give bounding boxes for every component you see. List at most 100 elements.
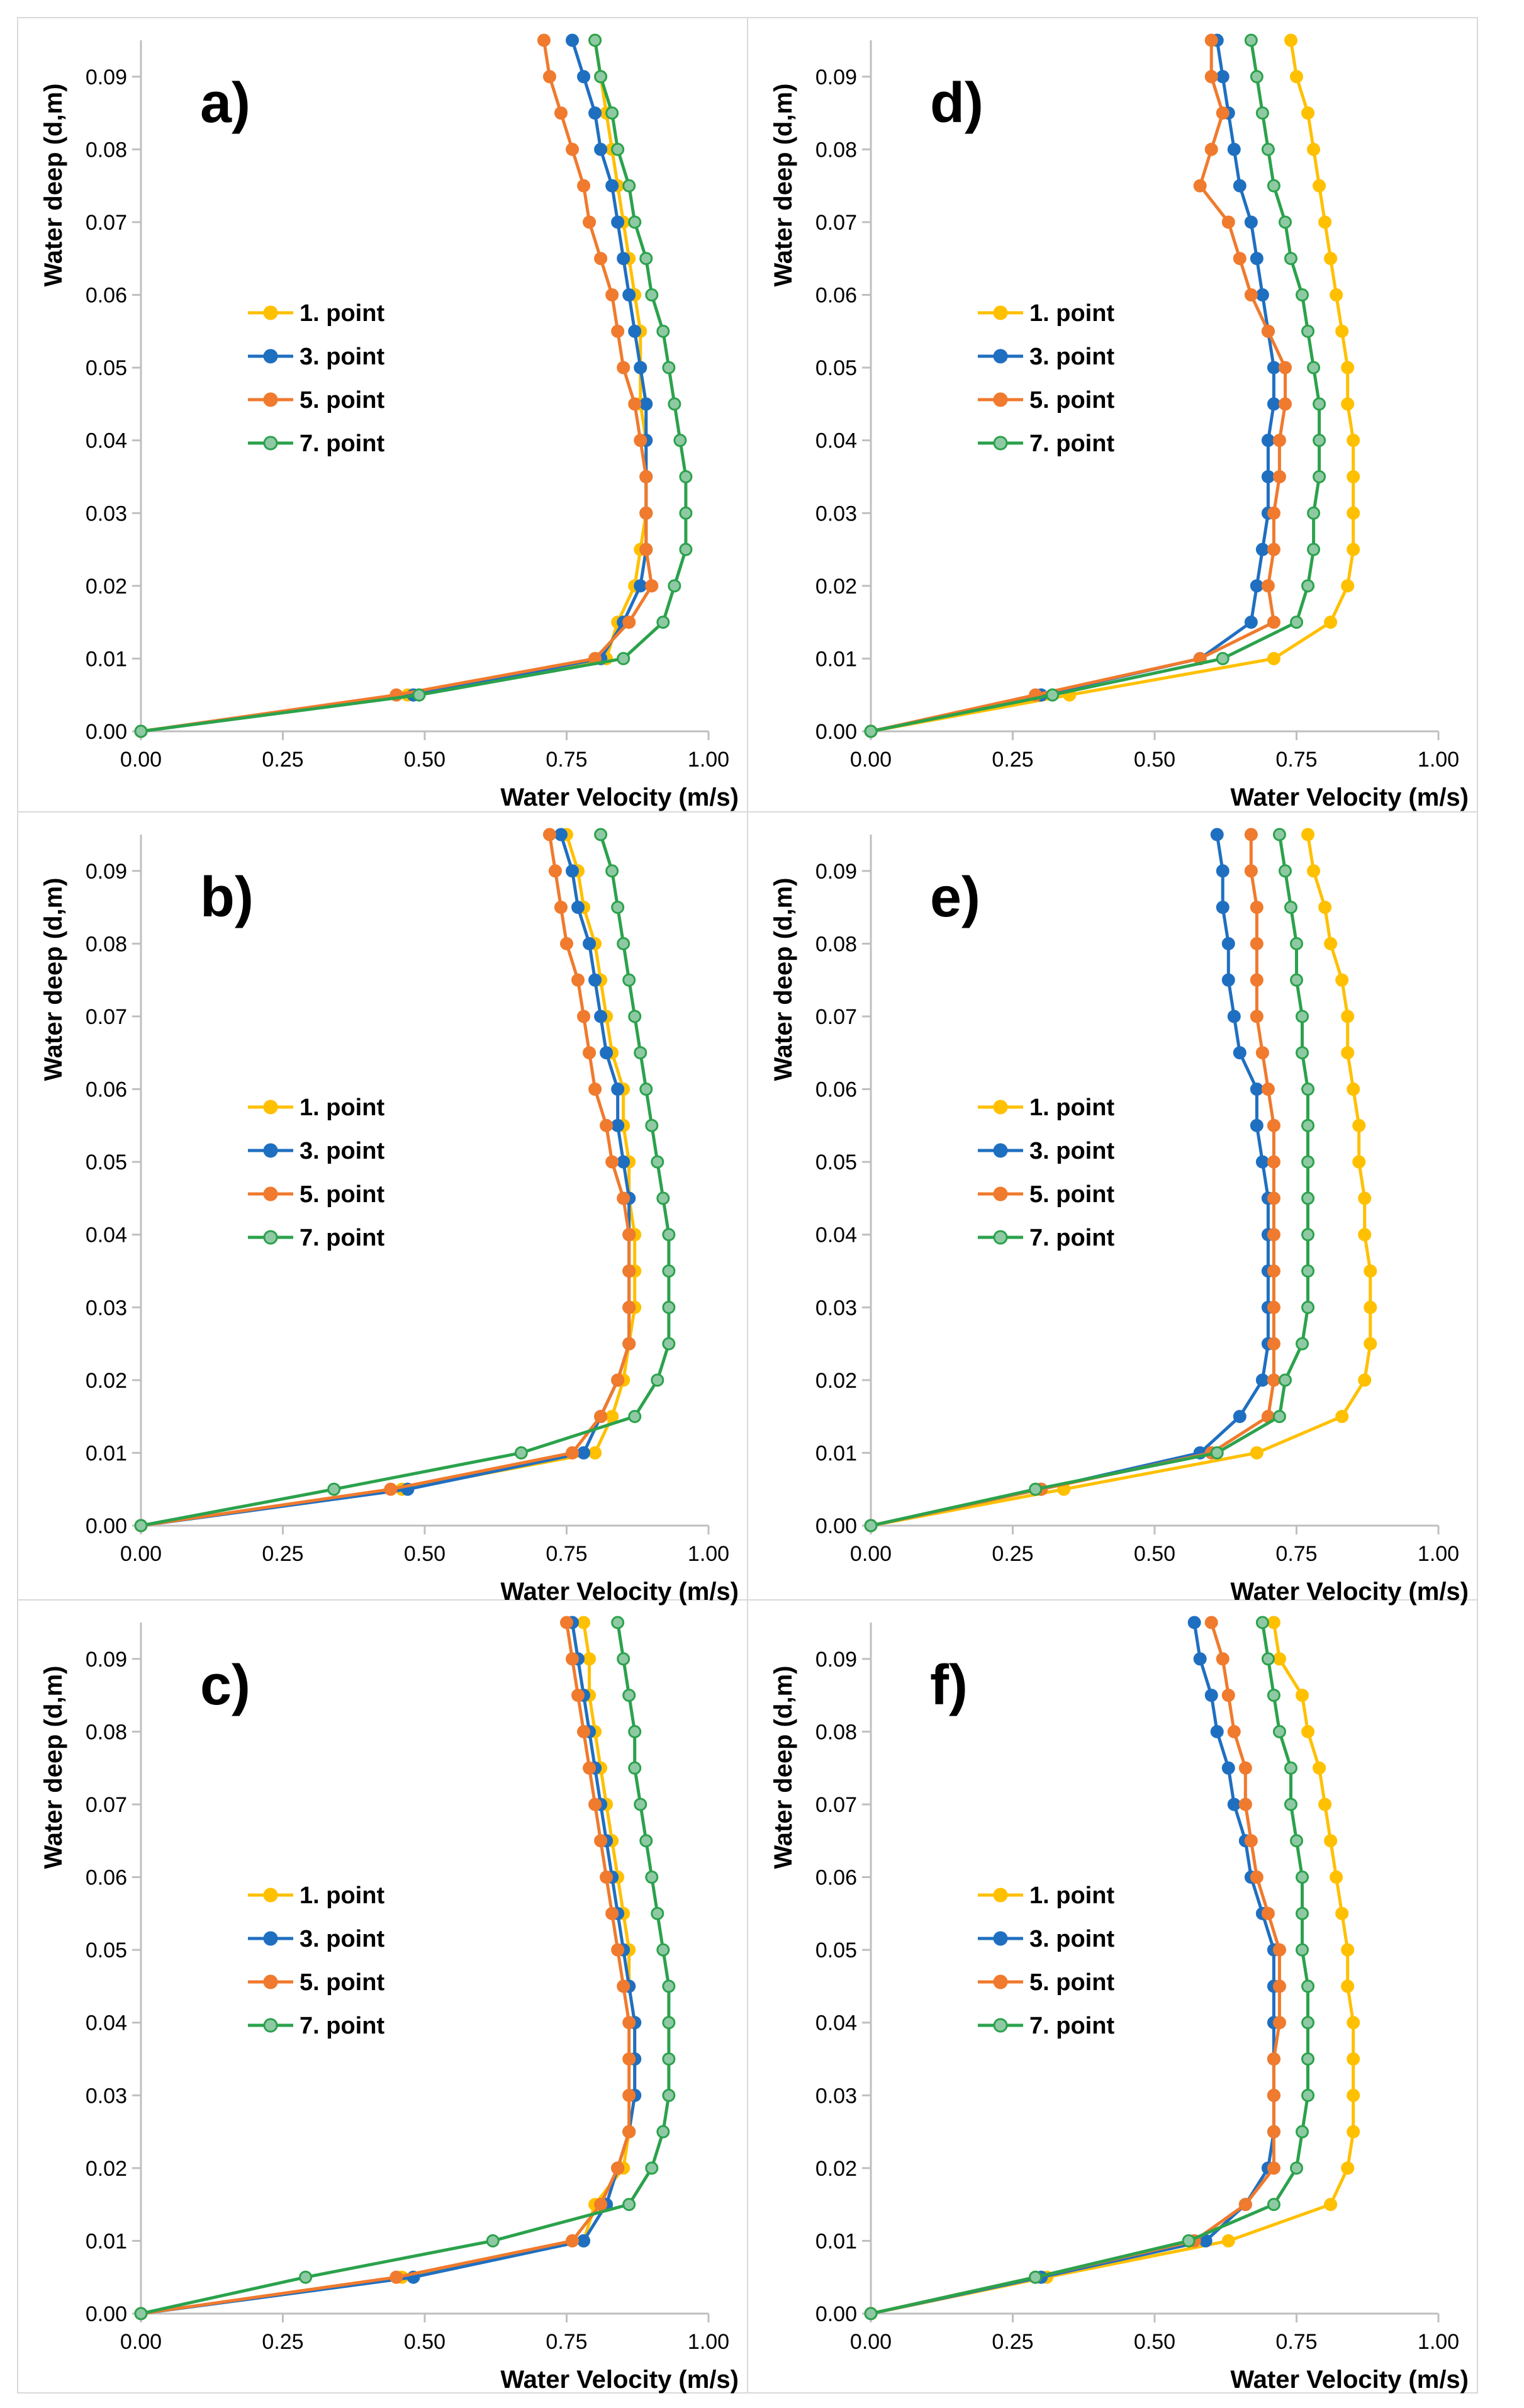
x-tick-label: 0.50 — [1134, 748, 1175, 772]
legend-label: 7. point — [1029, 2013, 1114, 2039]
y-tick-label: 0.00 — [815, 2302, 857, 2326]
x-tick-label: 1.00 — [1418, 1542, 1459, 1566]
legend-label: 5. point — [1029, 1969, 1114, 1996]
legend-label: 7. point — [300, 430, 384, 457]
y-tick-label: 0.04 — [86, 429, 127, 453]
legend-marker — [993, 1888, 1008, 1903]
data-point — [1290, 70, 1303, 84]
data-point — [622, 179, 636, 193]
y-tick-label: 0.09 — [86, 860, 127, 884]
data-point — [1347, 506, 1360, 520]
y-tick-label: 0.08 — [86, 932, 127, 956]
legend-marker — [993, 392, 1008, 407]
data-point — [656, 1943, 670, 1957]
data-point — [566, 1652, 580, 1666]
data-point — [1284, 252, 1297, 266]
data-point — [1313, 470, 1326, 483]
data-point — [1261, 434, 1275, 447]
data-point — [588, 1798, 602, 1811]
legend-label: 5. point — [1029, 1181, 1114, 1208]
data-point — [554, 106, 568, 120]
y-tick-label: 0.08 — [815, 932, 857, 956]
y-axis-title: Water deep (d,m) — [40, 878, 67, 1081]
y-tick-label: 0.07 — [86, 211, 127, 235]
data-point — [134, 2307, 148, 2321]
x-tick-label: 0.25 — [262, 748, 303, 772]
y-tick-label: 0.02 — [815, 1369, 857, 1393]
data-point — [1290, 1834, 1303, 1848]
data-point — [611, 1616, 625, 1629]
y-tick-label: 0.04 — [815, 2011, 857, 2035]
data-point — [1296, 1046, 1309, 1060]
data-point — [1227, 142, 1241, 156]
y-tick-label: 0.00 — [86, 2302, 127, 2326]
data-point — [1238, 1761, 1252, 1775]
data-point — [134, 724, 148, 738]
data-point — [1272, 828, 1286, 841]
data-point — [1335, 324, 1349, 338]
panel-border — [17, 1599, 748, 2394]
data-point — [1250, 252, 1263, 266]
data-point — [1267, 2125, 1280, 2139]
data-point — [1261, 324, 1275, 338]
data-point — [1244, 288, 1258, 302]
data-point — [1278, 1373, 1292, 1387]
data-point — [571, 973, 585, 987]
data-point — [1267, 179, 1280, 193]
y-tick-label: 0.02 — [86, 2157, 127, 2181]
data-point — [1301, 579, 1315, 593]
data-point — [1267, 1689, 1280, 1702]
data-point — [639, 470, 653, 483]
y-tick-label: 0.03 — [815, 502, 857, 526]
data-point — [583, 937, 597, 950]
data-point — [1221, 215, 1235, 229]
data-point — [1261, 579, 1275, 593]
data-point — [1296, 1689, 1309, 1702]
data-point — [662, 1979, 676, 1993]
data-point — [1301, 1155, 1315, 1169]
data-point — [1284, 33, 1297, 47]
data-point — [583, 1761, 597, 1775]
legend-marker — [263, 1931, 278, 1946]
data-point — [1272, 434, 1286, 447]
data-point — [1301, 2052, 1315, 2066]
legend-marker — [993, 1974, 1008, 1989]
legend-marker — [993, 305, 1008, 320]
data-point — [639, 252, 653, 266]
data-point — [542, 828, 556, 841]
data-point — [1352, 1118, 1366, 1132]
y-tick-label: 0.09 — [86, 1648, 127, 1672]
data-point — [412, 688, 426, 702]
data-point — [1250, 1446, 1263, 1460]
y-axis-title: Water deep (d,m) — [770, 84, 797, 287]
series-line — [870, 40, 1355, 733]
data-point — [1267, 1155, 1280, 1169]
data-point — [611, 2161, 625, 2175]
data-point — [389, 2270, 403, 2284]
data-point — [1187, 1616, 1201, 1629]
data-point — [1347, 2125, 1360, 2139]
data-point — [1278, 864, 1292, 878]
data-point — [1301, 1264, 1315, 1278]
panel-label: d) — [930, 72, 983, 135]
series-line — [870, 835, 1275, 1528]
data-point — [622, 2088, 636, 2102]
data-point — [1352, 1155, 1366, 1169]
series-line — [140, 1622, 637, 2315]
data-point — [622, 288, 636, 302]
data-point — [1238, 2198, 1252, 2212]
data-point — [1233, 252, 1247, 266]
data-point — [1347, 2052, 1360, 2066]
data-point — [1272, 1979, 1286, 1993]
x-axis-title: Water Velocity (m/s) — [1230, 2366, 1469, 2394]
data-point — [1307, 361, 1321, 374]
x-tick-label: 0.75 — [1275, 2330, 1317, 2354]
y-tick-label: 0.03 — [86, 502, 127, 526]
data-point — [1216, 651, 1230, 665]
panel-label: b) — [200, 866, 254, 929]
data-point — [1216, 1652, 1230, 1666]
data-point — [1216, 70, 1230, 84]
data-point — [622, 2052, 636, 2066]
data-point — [1301, 2088, 1315, 2102]
data-point — [1301, 1724, 1315, 1738]
